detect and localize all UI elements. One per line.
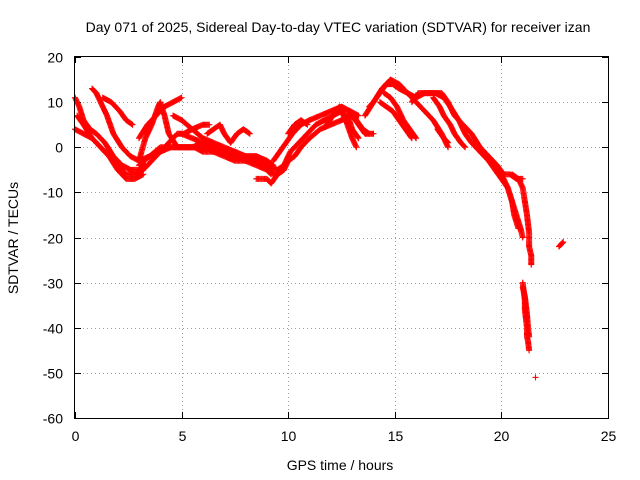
x-tick-label: 0: [72, 428, 80, 444]
data-point: [269, 161, 276, 168]
x-tick-label: 20: [494, 428, 510, 444]
series-track-21: [376, 99, 415, 142]
data-point: [528, 261, 535, 268]
x-tick-labels: 0 5 10 15 20 25: [72, 428, 617, 444]
series-track-10: [178, 130, 275, 178]
series-track-7: [135, 94, 185, 142]
chart-title: Day 071 of 2025, Sidereal Day-to-day VTE…: [86, 19, 591, 35]
y-tick-label: -60: [43, 411, 63, 427]
data-point: [355, 135, 362, 142]
data-point: [519, 234, 526, 241]
data-point: [178, 94, 185, 101]
data-point: [245, 130, 252, 137]
series-track-17: [338, 112, 362, 142]
series-track-28: [519, 284, 533, 340]
series-track-23: [430, 94, 469, 151]
data-point: [462, 144, 469, 151]
series-track-5: [99, 94, 136, 128]
series-track-15: [285, 117, 311, 137]
data-point: [206, 121, 213, 128]
data-point: [129, 121, 136, 128]
series-track-29: [532, 374, 539, 381]
y-tick-label: -20: [43, 231, 63, 247]
y-tick-labels: -60 -50 -40 -30 -20 -10 0 10 20: [43, 50, 63, 427]
x-tick-label: 10: [281, 428, 297, 444]
y-tick-label: -30: [43, 276, 63, 292]
data-points: [72, 76, 567, 381]
data-point: [461, 143, 468, 150]
y-tick-label: -50: [43, 366, 63, 382]
data-point: [560, 239, 567, 246]
data-point: [526, 347, 533, 354]
y-tick-label: -40: [43, 321, 63, 337]
data-point: [140, 171, 147, 178]
series-track-11: [204, 121, 253, 146]
data-point: [365, 130, 372, 137]
x-axis-label: GPS time / hours: [287, 457, 394, 473]
data-point: [128, 121, 135, 128]
y-tick-label: 20: [47, 50, 63, 66]
data-point: [246, 130, 253, 137]
y-axis-label: SDTVAR / TECUs: [5, 182, 21, 294]
series-track-25: [487, 157, 522, 232]
data-point: [263, 157, 270, 164]
data-point: [366, 130, 373, 137]
y-tick-label: 0: [55, 140, 63, 156]
y-tick-label: -10: [43, 185, 63, 201]
x-tick-label: 15: [388, 428, 404, 444]
data-point: [515, 225, 522, 232]
data-point: [354, 134, 361, 141]
series-track-26: [509, 171, 535, 268]
data-point: [408, 135, 415, 142]
data-point: [408, 134, 415, 141]
series-track-24: [434, 126, 452, 146]
data-point: [267, 170, 274, 177]
data-point: [532, 374, 539, 381]
x-tick-label: 25: [601, 428, 617, 444]
plot-frame: [74, 56, 609, 419]
data-point: [444, 138, 451, 145]
axis-ticks: [75, 57, 609, 419]
data-point: [268, 171, 275, 178]
data-point: [445, 139, 452, 146]
x-tick-label: 5: [179, 428, 187, 444]
data-point: [353, 144, 360, 151]
series-track-9: [170, 112, 270, 164]
series-track-30: [555, 239, 567, 250]
data-point: [304, 121, 311, 128]
data-point: [559, 239, 566, 246]
data-point: [526, 333, 533, 340]
y-tick-label: 10: [47, 95, 63, 111]
data-point: [355, 112, 362, 119]
series-track-3: [74, 112, 147, 182]
data-point: [303, 121, 310, 128]
